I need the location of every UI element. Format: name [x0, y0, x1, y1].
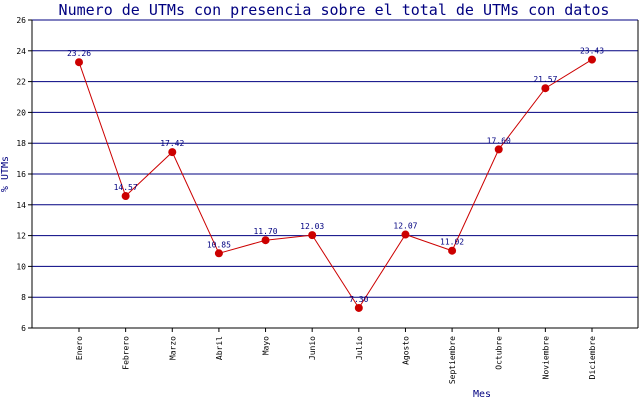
x-tick-label: Diciembre [588, 336, 597, 380]
data-point [308, 231, 317, 240]
y-tick-label: 10 [16, 262, 26, 271]
data-point [354, 303, 363, 312]
data-point [401, 230, 410, 239]
y-tick-label: 22 [16, 78, 26, 87]
data-label: 11.02 [440, 238, 464, 247]
x-tick-label: Septiembre [448, 336, 457, 384]
data-point [588, 55, 596, 64]
x-tick-label: Abril [215, 336, 224, 360]
data-label: 23.26 [67, 49, 91, 58]
x-tick-label: Julio [355, 336, 364, 360]
y-tick-label: 8 [21, 293, 26, 302]
data-label: 12.07 [393, 222, 417, 231]
series-polyline [78, 59, 593, 309]
data-point [541, 84, 550, 93]
y-tick-label: 20 [16, 108, 26, 117]
data-label: 17.42 [160, 139, 184, 148]
data-label: 7.30 [349, 295, 368, 304]
x-tick-label: Marzo [168, 336, 177, 360]
y-tick-label: 24 [16, 47, 26, 56]
data-point [494, 145, 503, 154]
x-tick-label: Febrero [122, 336, 131, 370]
x-tick-label: Octubre [495, 336, 504, 370]
data-label: 12.03 [300, 222, 324, 231]
x-tick-label: Noviembre [541, 336, 550, 380]
data-point [214, 249, 223, 258]
y-tick-label: 16 [16, 170, 26, 179]
x-axis-label: Mes [473, 389, 491, 400]
data-point [75, 58, 83, 67]
data-label: 21.57 [533, 75, 557, 84]
data-label: 10.85 [207, 240, 231, 249]
grid-lines [32, 19, 638, 298]
x-tick-label: Enero [75, 336, 84, 360]
series-line [78, 59, 593, 309]
y-tick-label: 18 [16, 139, 26, 148]
x-tick-label: Agosto [401, 336, 410, 365]
data-label: 23.43 [580, 47, 604, 56]
y-tick-labels: 6 8 10 12 14 16 18 20 22 24 26 [16, 16, 26, 333]
y-tick-label: 12 [16, 232, 26, 241]
data-label: 11.70 [253, 227, 277, 236]
x-tick-labels: Enero Febrero Marzo Abril Mayo Junio Julio Agos… [75, 336, 597, 384]
x-tick-label: Mayo [262, 336, 271, 355]
data-labels: 23.26 14.57 17.42 10.85 11.70 12.03 7.30 12.07 1… [67, 47, 604, 304]
y-tick-label: 26 [16, 16, 26, 25]
data-label: 17.60 [487, 136, 511, 145]
axes [28, 19, 639, 332]
y-axis-label: % UTMs [0, 156, 11, 192]
data-point [261, 236, 270, 245]
data-point [448, 246, 457, 255]
data-points [75, 55, 596, 312]
chart-title: Numero de UTMs con presencia sobre el to… [58, 1, 610, 19]
x-tick-label: Junio [308, 336, 317, 360]
y-tick-label: 6 [21, 324, 26, 333]
data-point [168, 148, 177, 157]
data-point [121, 192, 130, 201]
y-tick-label: 14 [16, 201, 26, 210]
data-label: 14.57 [114, 183, 138, 192]
